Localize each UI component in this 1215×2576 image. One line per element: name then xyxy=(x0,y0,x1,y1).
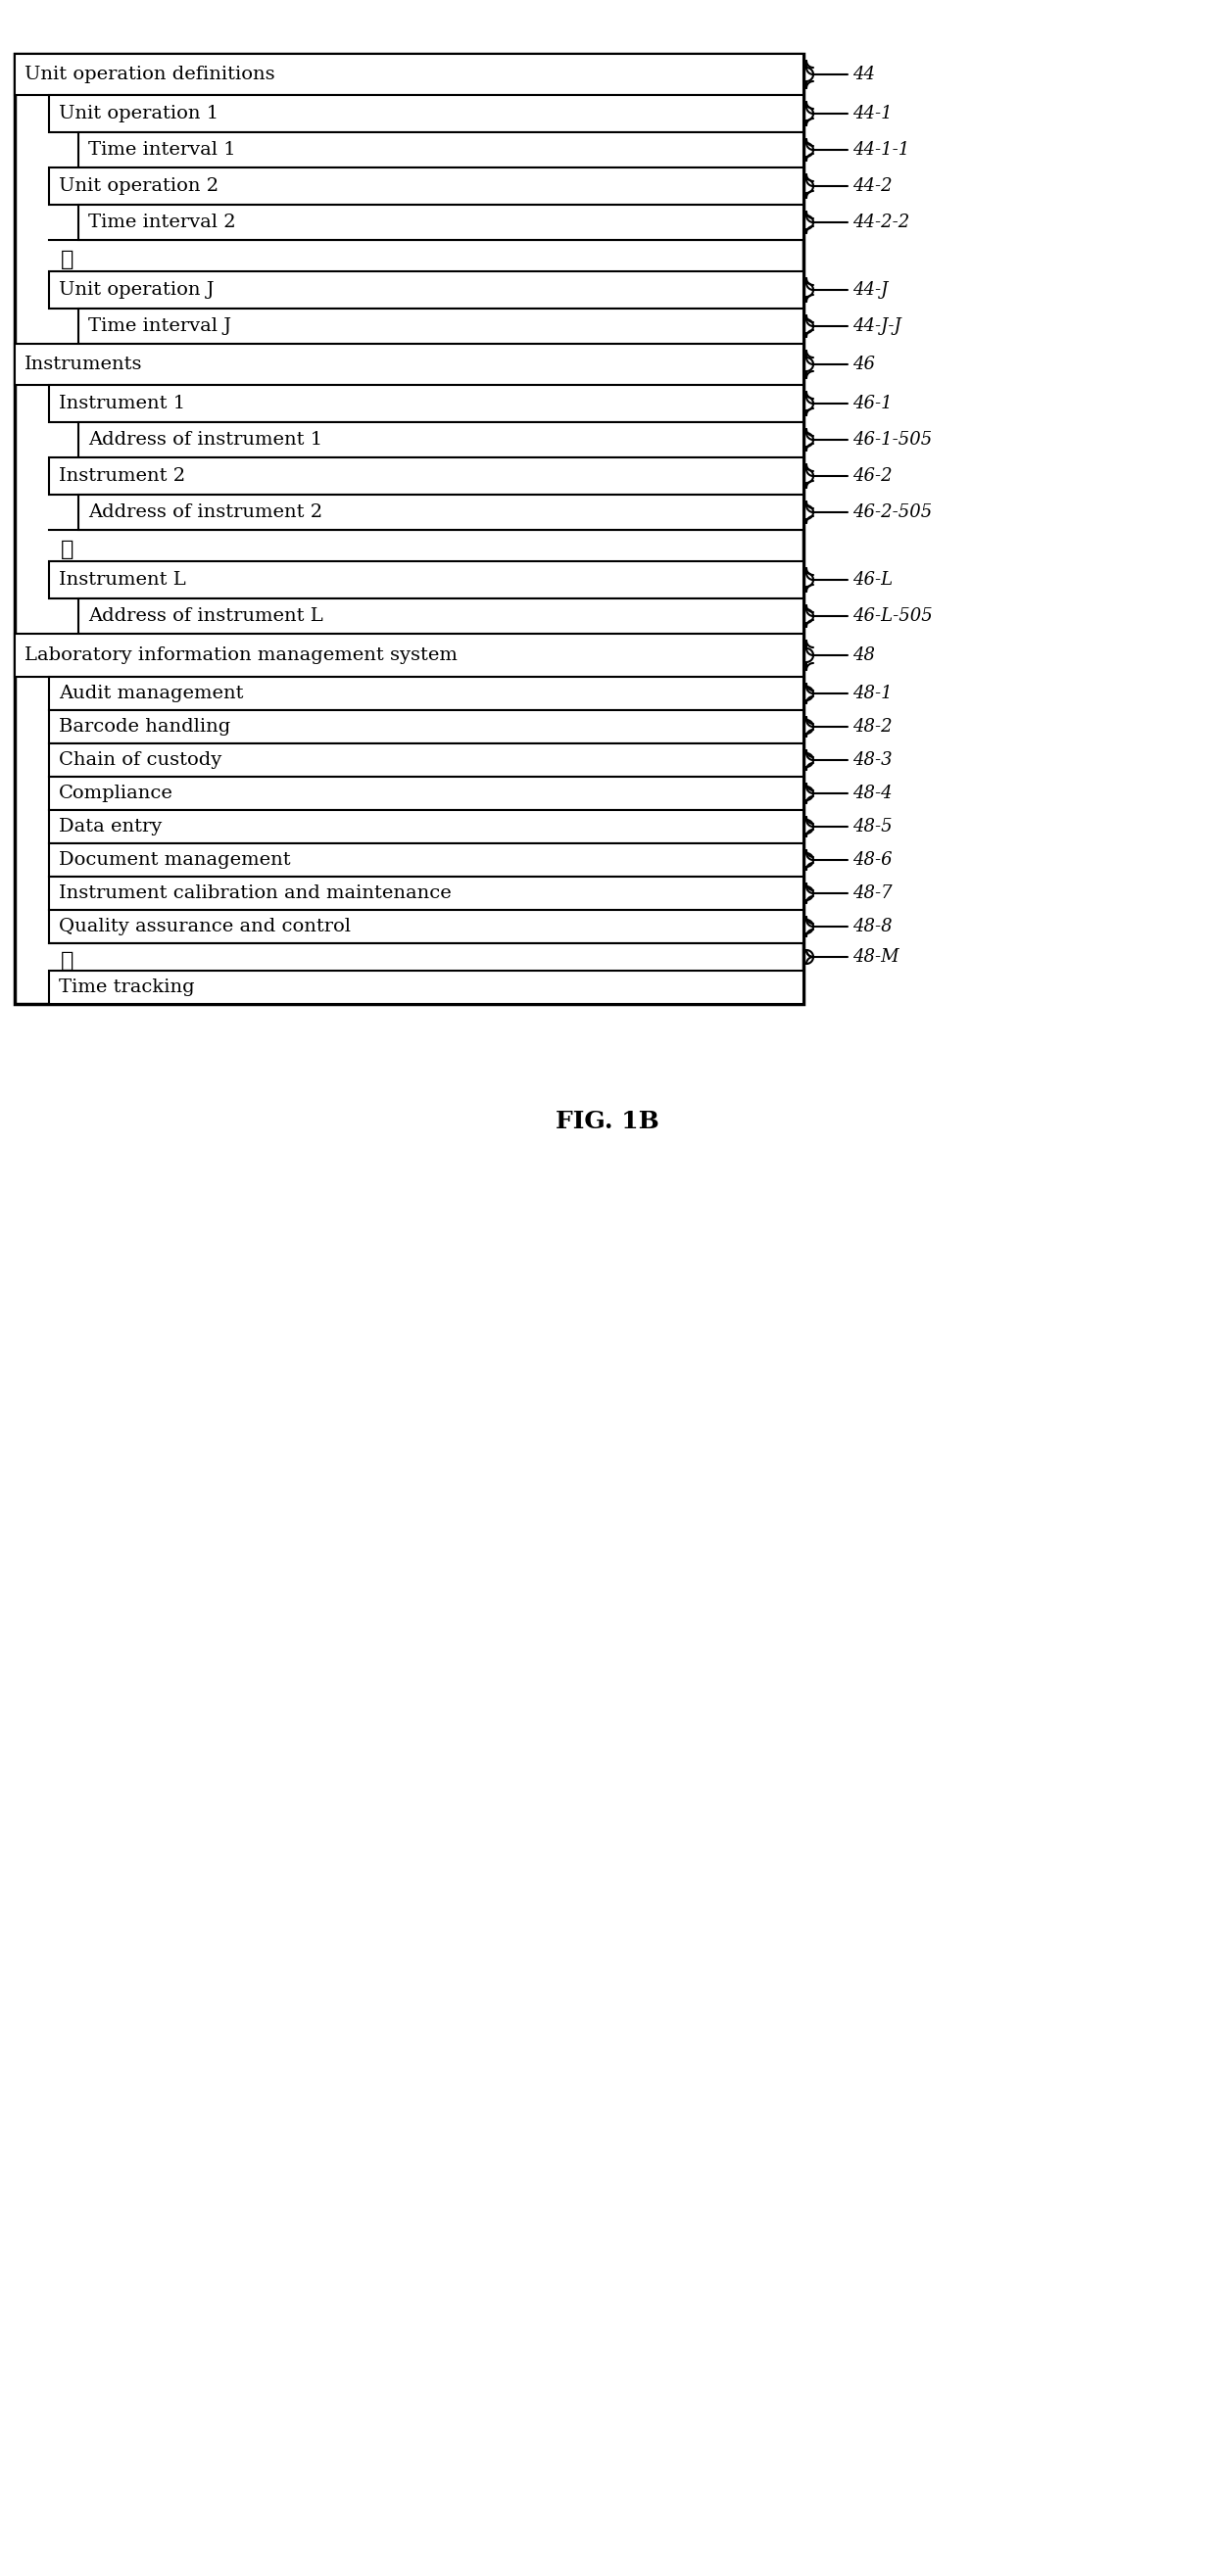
Text: 48-2: 48-2 xyxy=(853,719,892,737)
Text: Time interval J: Time interval J xyxy=(89,317,231,335)
Bar xyxy=(49,909,803,943)
Text: 44: 44 xyxy=(853,64,875,82)
Text: 46-1-505: 46-1-505 xyxy=(853,430,932,448)
Text: 48-8: 48-8 xyxy=(853,917,892,935)
Bar xyxy=(49,95,803,131)
Text: 46-L: 46-L xyxy=(853,572,893,590)
Text: Address of instrument 2: Address of instrument 2 xyxy=(89,502,322,520)
Bar xyxy=(49,842,803,876)
Text: 46-1: 46-1 xyxy=(853,394,892,412)
Text: Chain of custody: Chain of custody xyxy=(58,752,221,768)
Bar xyxy=(15,54,803,1005)
Bar xyxy=(49,971,803,1005)
Text: Instrument L: Instrument L xyxy=(58,572,186,590)
Bar xyxy=(49,809,803,842)
Text: Barcode handling: Barcode handling xyxy=(58,719,231,737)
Text: 44-1: 44-1 xyxy=(853,106,892,124)
Text: 48-6: 48-6 xyxy=(853,850,892,868)
Text: Quality assurance and control: Quality assurance and control xyxy=(58,917,351,935)
Bar xyxy=(49,711,803,744)
Text: Unit operation 1: Unit operation 1 xyxy=(58,106,219,124)
Text: Laboratory information management system: Laboratory information management system xyxy=(24,647,458,665)
Bar xyxy=(49,562,803,598)
Text: 44-2: 44-2 xyxy=(853,178,892,196)
Text: Audit management: Audit management xyxy=(58,685,243,703)
Text: Unit operation definitions: Unit operation definitions xyxy=(24,64,275,82)
Text: 44-J: 44-J xyxy=(853,281,888,299)
Text: 48: 48 xyxy=(853,647,875,665)
Text: 44-2-2: 44-2-2 xyxy=(853,214,910,232)
Bar xyxy=(49,384,803,422)
Text: 48-M: 48-M xyxy=(853,948,899,966)
Bar xyxy=(79,309,803,343)
Text: 46-2: 46-2 xyxy=(853,466,892,484)
Bar xyxy=(49,167,803,204)
Text: Time interval 1: Time interval 1 xyxy=(89,142,236,160)
Text: Compliance: Compliance xyxy=(58,786,174,801)
Text: Unit operation 2: Unit operation 2 xyxy=(58,178,219,196)
Bar xyxy=(49,270,803,309)
Bar xyxy=(79,598,803,634)
Bar xyxy=(79,422,803,459)
Bar xyxy=(15,343,803,384)
Text: 44-J-J: 44-J-J xyxy=(853,317,902,335)
Text: Address of instrument 1: Address of instrument 1 xyxy=(89,430,322,448)
Text: 46-L-505: 46-L-505 xyxy=(853,608,933,626)
Text: 48-7: 48-7 xyxy=(853,884,892,902)
Text: Address of instrument L: Address of instrument L xyxy=(89,608,323,626)
Bar xyxy=(15,634,803,677)
Text: 48-3: 48-3 xyxy=(853,752,892,768)
Text: ⋮: ⋮ xyxy=(61,250,74,270)
Bar xyxy=(49,459,803,495)
Text: 48-5: 48-5 xyxy=(853,817,892,835)
Text: 46: 46 xyxy=(853,355,875,374)
Bar xyxy=(49,677,803,711)
Text: ⋮: ⋮ xyxy=(61,538,74,559)
Bar xyxy=(15,54,803,95)
Text: Instrument calibration and maintenance: Instrument calibration and maintenance xyxy=(58,884,452,902)
Text: Time tracking: Time tracking xyxy=(58,979,194,997)
Text: 48-4: 48-4 xyxy=(853,786,892,801)
Text: Instrument 2: Instrument 2 xyxy=(58,466,186,484)
Text: Unit operation J: Unit operation J xyxy=(58,281,214,299)
Text: 48-1: 48-1 xyxy=(853,685,892,703)
Bar xyxy=(79,131,803,167)
Text: ⋮: ⋮ xyxy=(61,951,74,971)
Bar xyxy=(79,495,803,531)
Text: Time interval 2: Time interval 2 xyxy=(89,214,236,232)
Text: Document management: Document management xyxy=(58,850,290,868)
Bar xyxy=(49,876,803,909)
Bar xyxy=(79,204,803,240)
Bar xyxy=(49,744,803,778)
Text: Data entry: Data entry xyxy=(58,817,162,835)
Text: FIG. 1B: FIG. 1B xyxy=(555,1110,660,1133)
Text: 46-2-505: 46-2-505 xyxy=(853,502,932,520)
Text: Instruments: Instruments xyxy=(24,355,142,374)
Bar xyxy=(49,778,803,809)
Text: 44-1-1: 44-1-1 xyxy=(853,142,910,160)
Text: Instrument 1: Instrument 1 xyxy=(58,394,186,412)
